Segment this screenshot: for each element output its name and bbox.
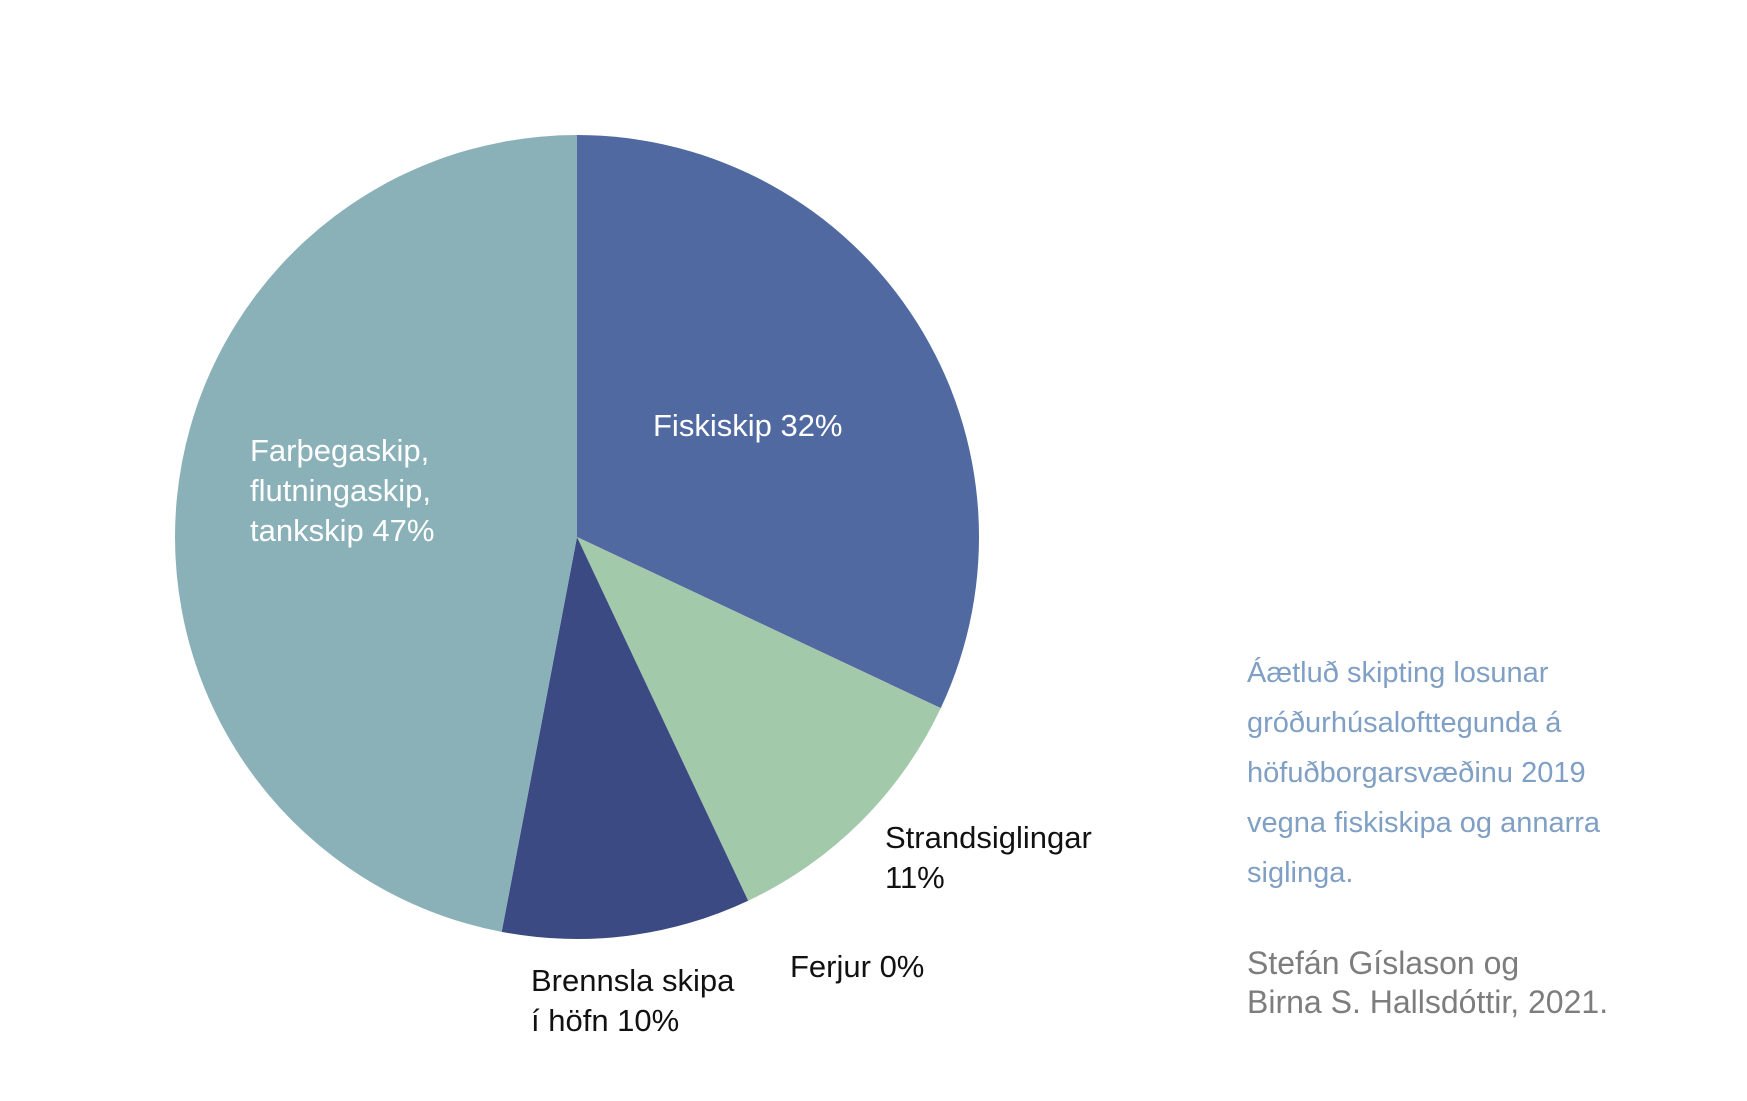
caption-line: vegna fiskiskipa og annarra bbox=[1247, 807, 1601, 839]
slice-label-line: Farþegaskip, bbox=[250, 433, 429, 468]
slice-label: Farþegaskip, flutningaskip, tankskip 47% bbox=[250, 433, 434, 548]
slice-label-line: í höfn 10% bbox=[531, 1003, 679, 1038]
pie-slice bbox=[577, 135, 979, 709]
slice-label-line: 11% bbox=[885, 860, 945, 895]
slice-label: Brennsla skipa í höfn 10% bbox=[531, 963, 735, 1038]
slice-label-line: tankskip 47% bbox=[250, 513, 434, 548]
pie-slice bbox=[174, 135, 578, 932]
chart-caption: Áætluð skipting losunar gróðurhúsaloftte… bbox=[1247, 648, 1707, 898]
caption-line: höfuðborgarsvæðinu 2019 bbox=[1247, 757, 1586, 789]
caption-line: siglinga. bbox=[1247, 857, 1354, 889]
credit-line: Stefán Gíslason og bbox=[1247, 945, 1520, 981]
slice-label-line: Brennsla skipa bbox=[531, 963, 735, 998]
pie-slice bbox=[501, 537, 749, 940]
caption-line: gróðurhúsalofttegunda á bbox=[1247, 707, 1562, 739]
slice-label-line: Ferjur 0% bbox=[790, 949, 924, 984]
pie-slice bbox=[577, 537, 941, 901]
source-credit: Stefán Gíslason og Birna S. Hallsdóttir,… bbox=[1247, 944, 1707, 1022]
caption-line: Áætluð skipting losunar bbox=[1247, 657, 1549, 689]
slice-label-line: Fiskiskip 32% bbox=[653, 408, 843, 443]
pie-slices bbox=[174, 135, 979, 940]
slice-label: Ferjur 0% bbox=[790, 949, 924, 984]
credit-line: Birna S. Hallsdóttir, 2021. bbox=[1247, 984, 1609, 1020]
slice-label-line: flutningaskip, bbox=[250, 473, 431, 508]
pie-labels: Fiskiskip 32% Strandsiglingar 11% Ferjur 0%… bbox=[250, 408, 1092, 1038]
slice-label: Strandsiglingar 11% bbox=[885, 820, 1092, 895]
slice-label-line: Strandsiglingar bbox=[885, 820, 1092, 855]
slice-label: Fiskiskip 32% bbox=[653, 408, 843, 443]
